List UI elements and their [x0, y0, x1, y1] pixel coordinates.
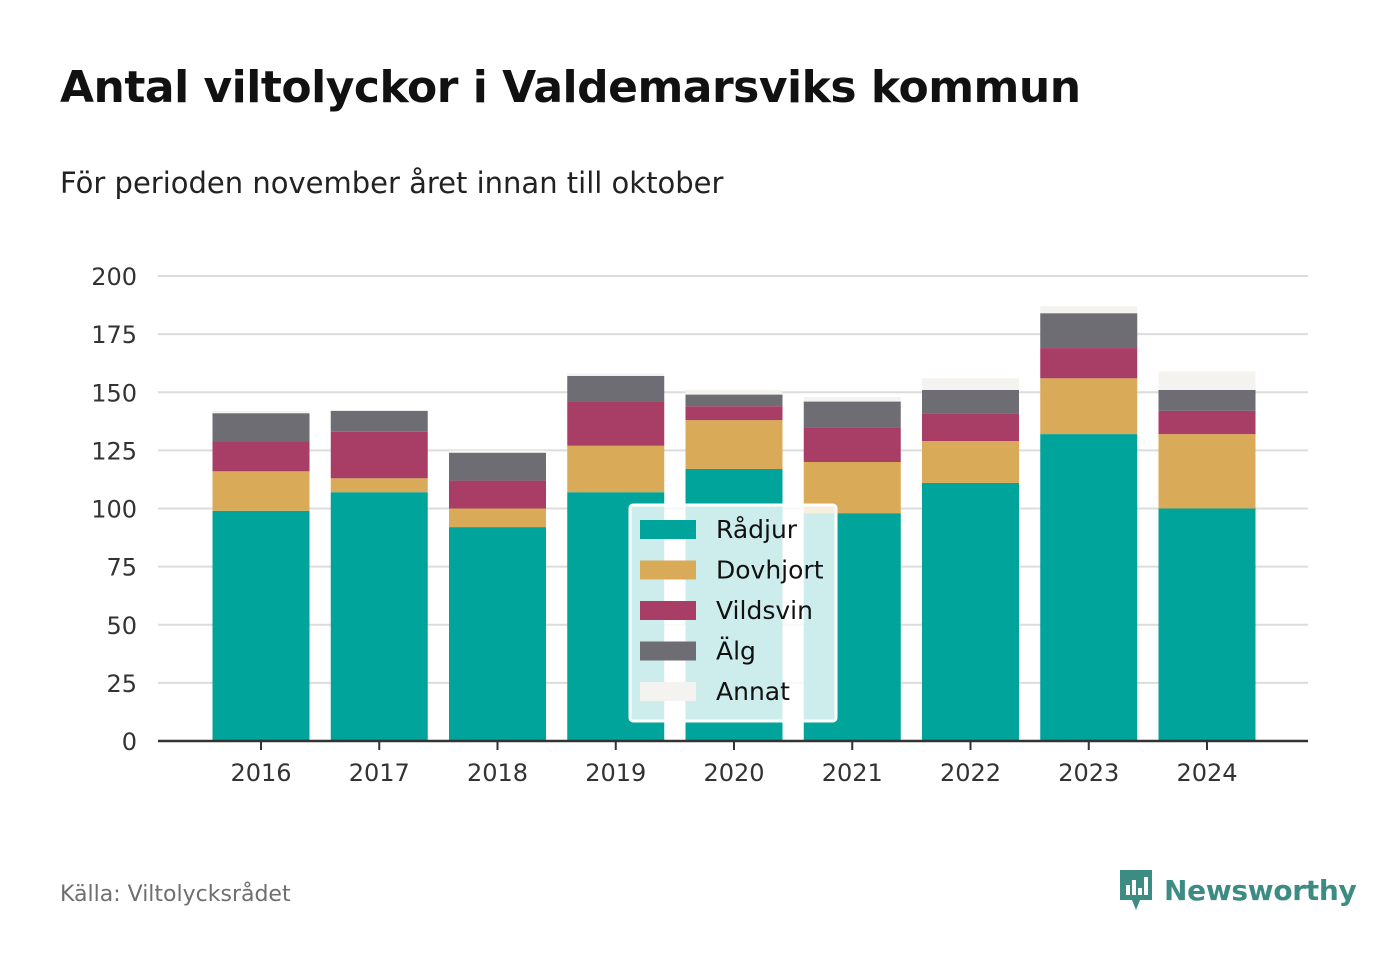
- y-tick-label: 175: [91, 321, 137, 349]
- bar-segment: [1040, 348, 1138, 379]
- bar-segment: [330, 410, 428, 432]
- bar-segment: [212, 510, 310, 741]
- legend-swatch: [640, 520, 696, 539]
- bar-segment: [330, 492, 428, 741]
- legend-swatch: [640, 682, 696, 701]
- bar-segment: [922, 482, 1019, 741]
- bar-segment: [922, 378, 1019, 390]
- y-tick-label: 50: [106, 612, 137, 640]
- bar-segment: [1040, 378, 1138, 435]
- source-note: Källa: Viltolycksrådet: [60, 882, 291, 907]
- bar-segment: [922, 441, 1019, 483]
- bar-segment: [922, 413, 1019, 442]
- bar-segment: [1158, 410, 1256, 435]
- chart-title: Antal viltolyckor i Valdemarsviks kommun: [60, 62, 1081, 113]
- bar-segment: [803, 427, 901, 462]
- bar-segment: [212, 441, 310, 472]
- y-tick-label: 0: [122, 728, 137, 756]
- bar-segment: [449, 480, 546, 509]
- y-tick-label: 100: [91, 496, 137, 524]
- x-tick-label: 2017: [349, 759, 410, 787]
- y-tick-label: 25: [106, 670, 137, 698]
- bar-segment: [1040, 306, 1138, 314]
- x-tick-label: 2016: [230, 759, 291, 787]
- y-tick-label: 125: [91, 437, 137, 465]
- y-tick-label: 200: [91, 263, 137, 291]
- bar-segment: [1158, 508, 1256, 741]
- bar-segment: [449, 450, 546, 453]
- bar-segment: [1040, 313, 1138, 349]
- y-tick-label: 150: [91, 379, 137, 407]
- legend-swatch: [640, 601, 696, 620]
- brand-logo: Newsworthy: [1118, 868, 1357, 912]
- brand-name: Newsworthy: [1164, 873, 1357, 907]
- bar-segment: [449, 452, 546, 481]
- x-tick-label: 2018: [467, 759, 528, 787]
- bar-segment: [449, 508, 546, 528]
- bar-segment: [330, 478, 428, 493]
- bar-segment: [803, 401, 901, 428]
- legend-label: Dovhjort: [716, 556, 824, 585]
- bar-segment: [685, 406, 783, 421]
- legend-swatch: [640, 641, 696, 661]
- bar-segment: [1158, 371, 1256, 390]
- bar-segment: [803, 396, 901, 402]
- bar-segment: [1158, 434, 1256, 509]
- legend-swatch: [640, 560, 696, 580]
- newsworthy-logo-icon: [1120, 870, 1152, 910]
- bar-segment: [567, 375, 665, 402]
- legend-box: [628, 503, 838, 723]
- bar-segment: [212, 413, 310, 442]
- bar-segment: [1040, 434, 1138, 741]
- y-tick-label: 75: [106, 554, 137, 582]
- bar-segment: [1158, 389, 1256, 411]
- x-tick-label: 2024: [1176, 759, 1237, 787]
- legend-label: Älg: [716, 637, 756, 666]
- bar-segment: [922, 389, 1019, 414]
- x-tick-label: 2021: [822, 759, 883, 787]
- x-tick-label: 2022: [940, 759, 1001, 787]
- bar-segment: [330, 431, 428, 479]
- bar-segment: [685, 420, 783, 469]
- x-tick-label: 2020: [703, 759, 764, 787]
- bar-segment: [685, 389, 783, 395]
- bar-segment: [567, 373, 665, 376]
- x-tick-label: 2019: [585, 759, 646, 787]
- legend-label: Rådjur: [716, 515, 798, 544]
- bar-segment: [212, 410, 310, 414]
- chart-subtitle: För perioden november året innan till ok…: [60, 166, 724, 200]
- bar-segment: [567, 401, 665, 446]
- bar-segment: [685, 394, 783, 407]
- bar-segment: [449, 527, 546, 741]
- legend-label: Annat: [716, 677, 790, 706]
- x-tick-label: 2023: [1058, 759, 1119, 787]
- bar-segment: [567, 445, 665, 493]
- bar-segment: [212, 471, 310, 511]
- legend-label: Vildsvin: [716, 596, 813, 625]
